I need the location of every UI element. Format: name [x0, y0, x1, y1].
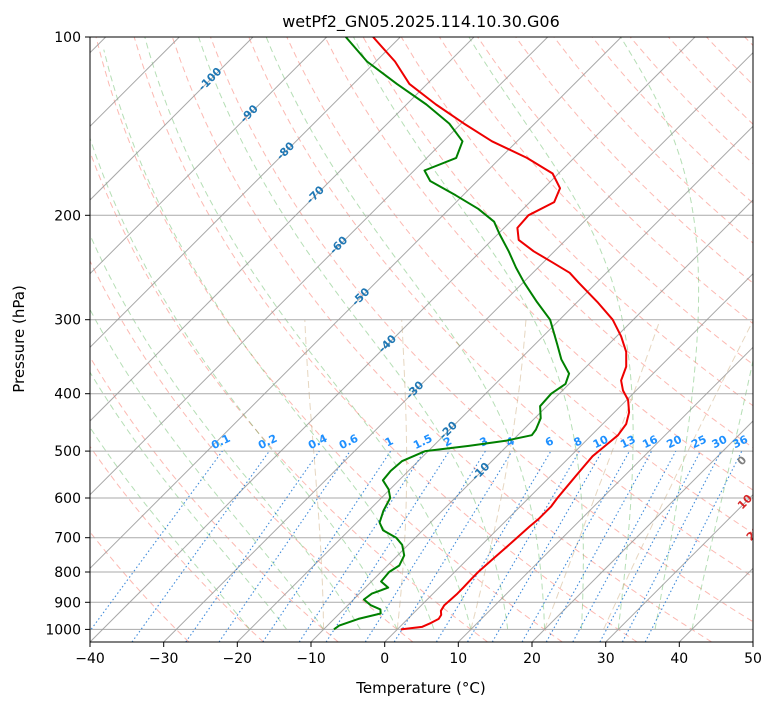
dry-adiabat [90, 259, 414, 642]
y-tick-label: 200 [54, 208, 81, 224]
mixing-ratio-label: 20 [665, 433, 685, 452]
dry-adiabat [95, 37, 563, 642]
wet-bulb-curve [304, 319, 325, 630]
dry-adiabat [90, 445, 264, 642]
dry-adiabat [133, 37, 638, 642]
moist-adiabat [198, 37, 509, 630]
x-tick-label: 40 [670, 651, 688, 667]
moist-adiabat [90, 136, 398, 630]
isotherm-line [531, 420, 753, 642]
mixing-ratio-line [218, 450, 351, 642]
x-tick-label: 20 [523, 651, 541, 667]
isotherm-line [384, 272, 753, 642]
isotherm-line [90, 37, 696, 642]
y-axis-title: Pressure (hPa) [10, 285, 28, 393]
isotherm-line [236, 125, 753, 642]
moist-adiabat [103, 49, 435, 630]
y-tick-label: 700 [54, 531, 81, 547]
isotherm-line [90, 37, 475, 422]
y-tick-label: 600 [54, 491, 81, 507]
mixing-ratio-label: 36 [731, 433, 751, 452]
mixing-ratio-line [545, 450, 653, 642]
y-tick-label: 500 [54, 444, 81, 460]
mixing-ratio-line [435, 450, 552, 642]
moist-adiabat [691, 358, 753, 630]
mixing-ratio-line [364, 450, 486, 642]
isotherm-line [605, 493, 753, 642]
wetbulb-label: 20 [744, 523, 764, 543]
x-tick-label: 30 [597, 651, 615, 667]
mixing-ratio-line [185, 450, 320, 642]
wet-bulb-curve [396, 319, 408, 630]
isotherm-line [457, 346, 753, 642]
mixing-ratio-line [572, 450, 677, 642]
dry-adiabat [515, 37, 753, 284]
x-tick-label: 0 [380, 651, 389, 667]
wet-bulb-curve [470, 319, 527, 630]
dry-adiabat [171, 37, 712, 642]
moist-adiabat [90, 426, 251, 630]
moist-adiabat [144, 37, 472, 630]
x-axis-title: Temperature (°C) [355, 679, 485, 697]
moist-adiabat [265, 37, 546, 630]
dry-adiabat [248, 37, 753, 578]
isotherm-line [90, 37, 401, 349]
chart-title: wetPf2_GN05.2025.114.10.30.G06 [282, 12, 560, 32]
x-tick-label: −10 [296, 651, 326, 667]
mixing-ratio-line [521, 450, 630, 642]
dewpoint-profile [333, 37, 571, 631]
x-tick-label: −20 [223, 651, 253, 667]
plot-frame [89, 36, 754, 643]
dry-adiabat [210, 37, 753, 623]
x-tick-label: −40 [75, 651, 105, 667]
temperature-profile [372, 37, 631, 631]
x-tick-label: −30 [149, 651, 179, 667]
axis-ticks: −40 −30 −20 −10 0 10 20 30 40 50 100 200 300 400 500 60… [45, 30, 762, 667]
mixing-ratio-line [491, 450, 603, 642]
isotherm-line [90, 37, 549, 496]
mixing-ratio-line [393, 450, 513, 642]
profiles [333, 37, 631, 631]
y-tick-label: 900 [54, 595, 81, 611]
isotherm-line [90, 37, 328, 275]
mixing-ratio-label: 25 [689, 433, 708, 451]
moist-adiabat [620, 37, 700, 630]
moist-adiabat [353, 37, 584, 630]
isotherm-line [163, 51, 753, 642]
mixing-ratio-line [467, 450, 580, 642]
isotherm-line [310, 199, 753, 642]
y-tick-label: 300 [54, 313, 81, 329]
dry-adiabat [90, 356, 339, 642]
x-tick-label: 10 [449, 651, 467, 667]
moist-adiabat [90, 233, 361, 630]
mixing-ratio-label: 16 [640, 433, 660, 452]
moist-adiabat [90, 308, 324, 630]
isotherm-line [90, 37, 622, 570]
background-lines [90, 37, 753, 642]
y-tick-label: 400 [54, 387, 81, 403]
mixing-ratio-label: 30 [710, 433, 730, 452]
moist-adiabat [90, 371, 288, 630]
y-tick-label: 100 [54, 30, 81, 46]
dry-adiabat [286, 37, 753, 534]
dry-adiabat [324, 37, 753, 491]
wet-bulb-curve [544, 319, 661, 630]
mixing-ratio-label: 13 [618, 433, 637, 451]
y-tick-label: 800 [54, 565, 81, 581]
mixing-ratio-line [325, 450, 450, 642]
x-tick-label: 50 [744, 651, 762, 667]
y-tick-label: 1000 [45, 622, 81, 638]
isotherm-line [90, 37, 254, 201]
